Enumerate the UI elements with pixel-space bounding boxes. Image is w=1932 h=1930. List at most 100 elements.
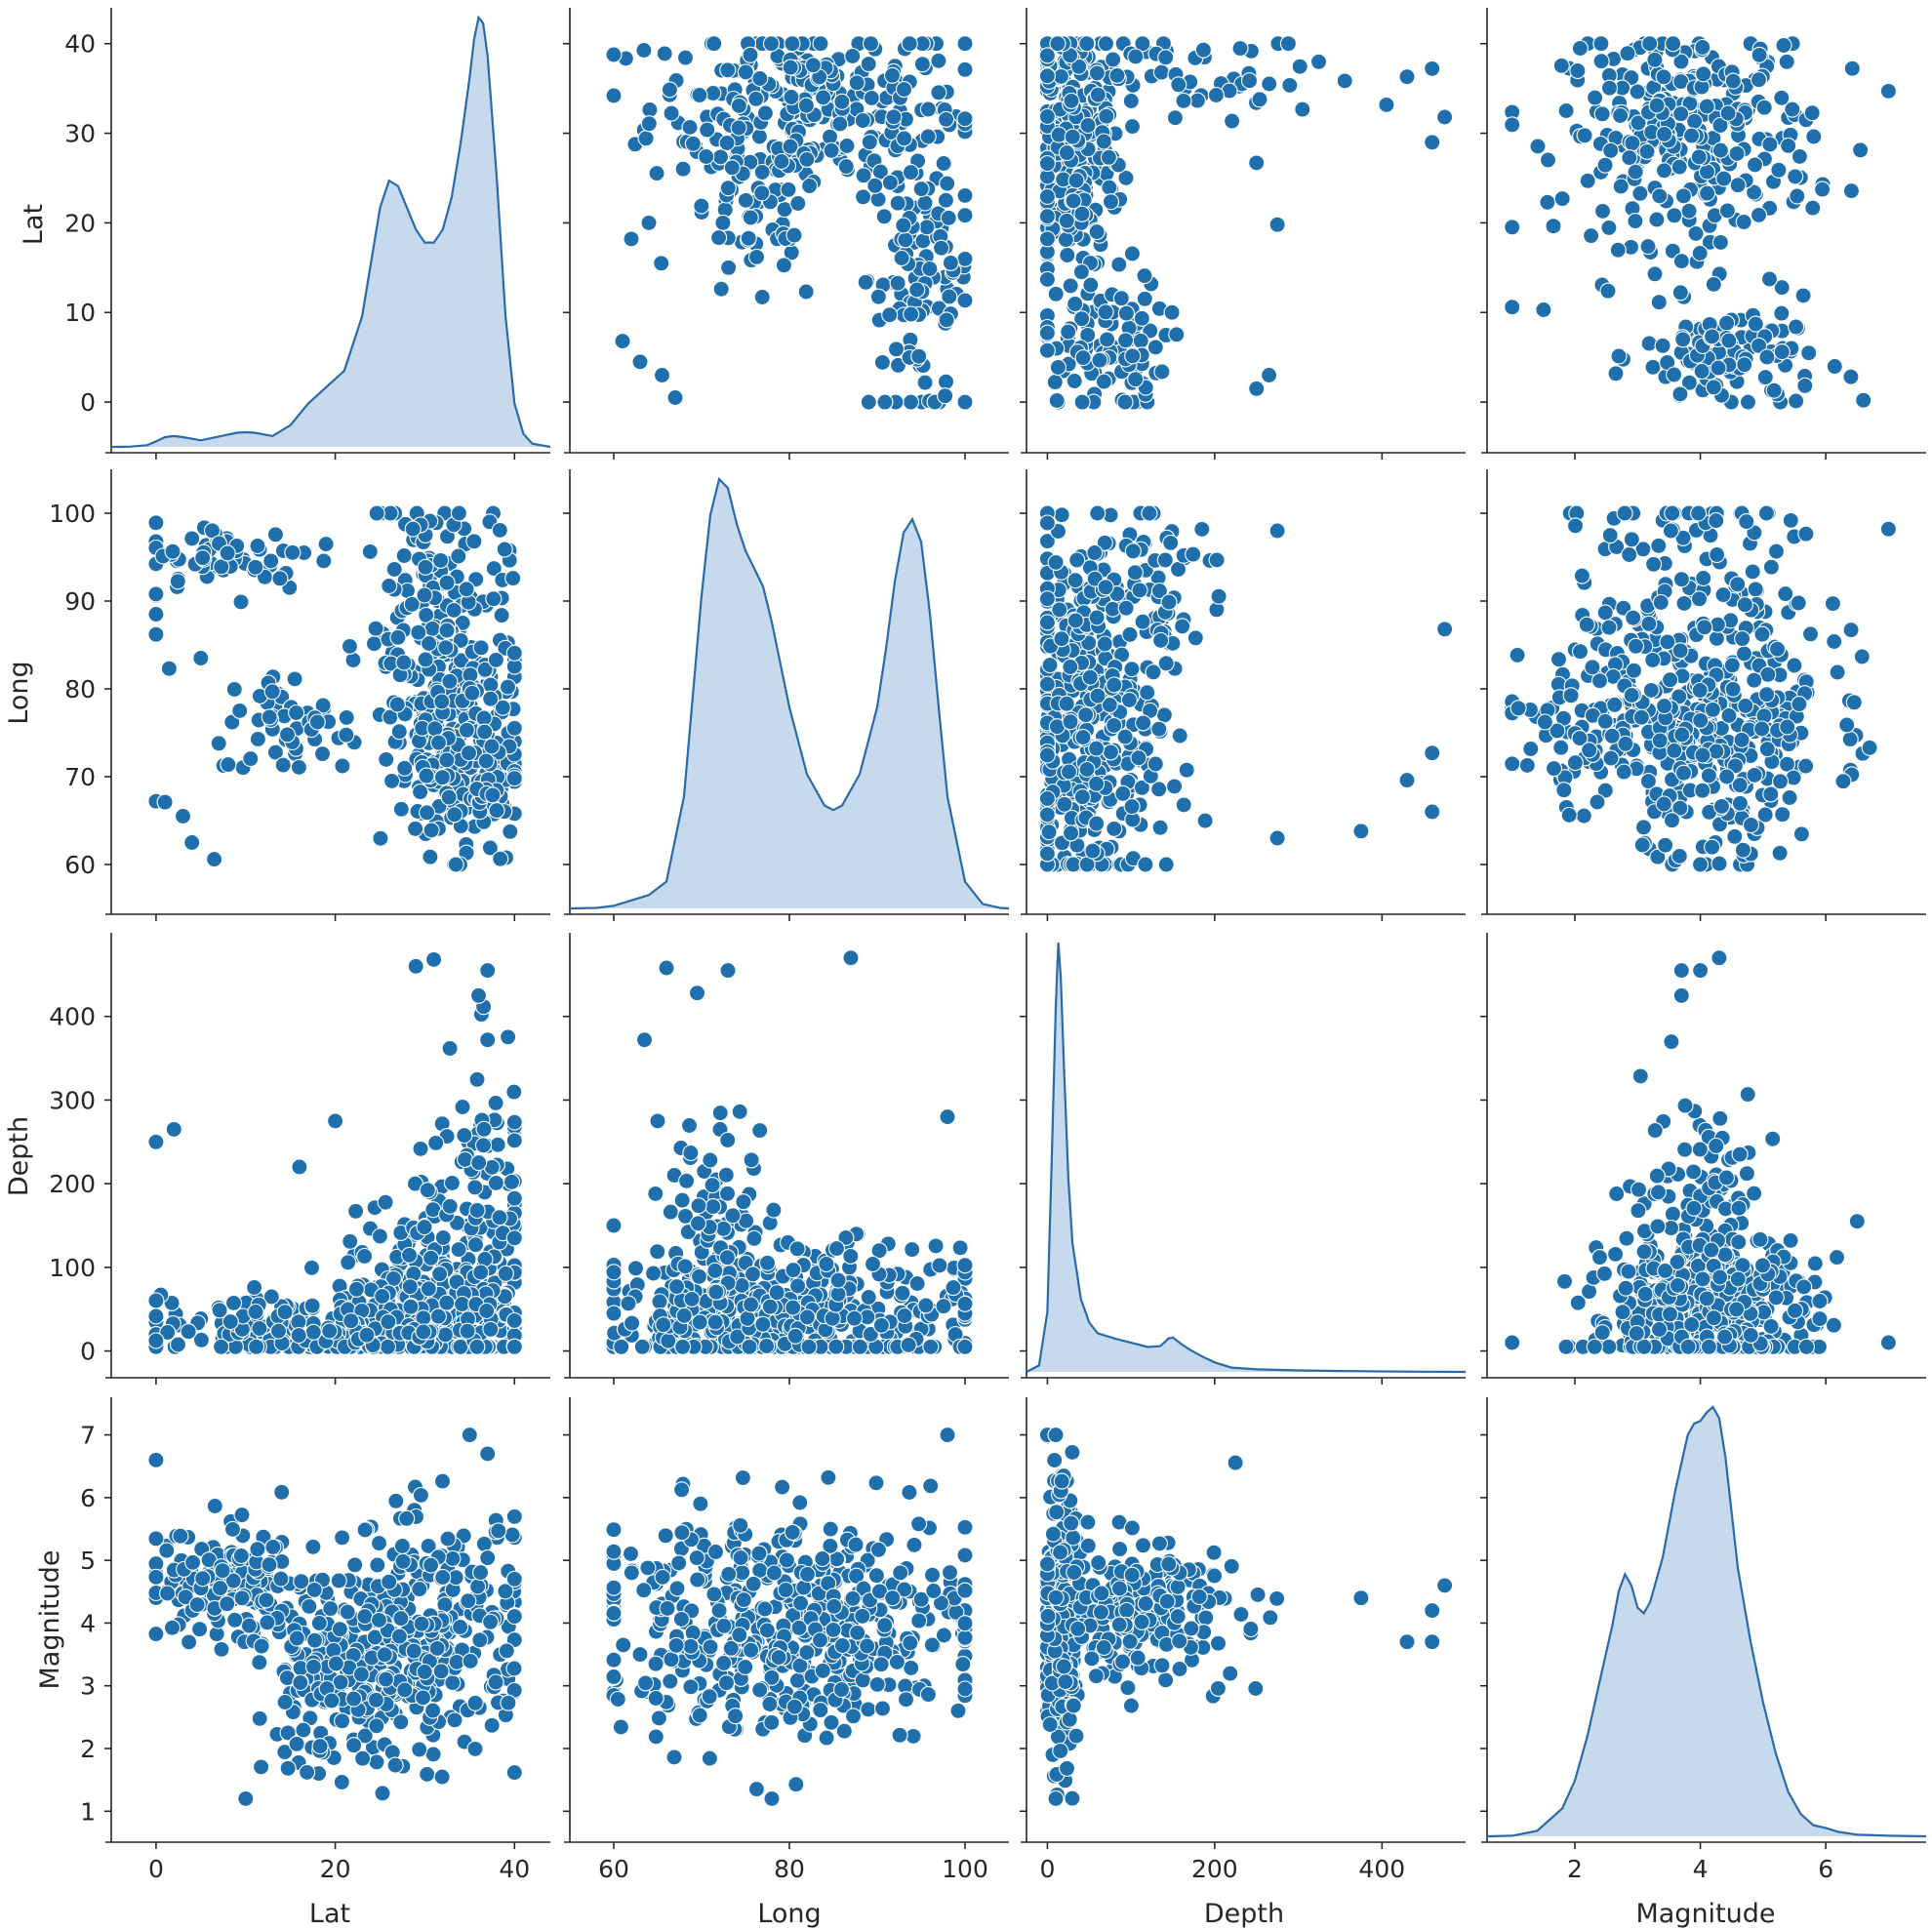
- scatter-point: [454, 1098, 471, 1116]
- scatter-point: [1729, 576, 1747, 593]
- scatter-point: [653, 255, 670, 272]
- scatter-point: [889, 274, 906, 292]
- scatter-point: [1571, 643, 1590, 661]
- scatter-point: [1630, 1202, 1647, 1220]
- scatter-point: [1187, 629, 1204, 647]
- scatter-point: [1720, 706, 1738, 725]
- scatter-point: [1084, 842, 1102, 860]
- scatter-point: [1625, 662, 1643, 679]
- scatter-point: [487, 651, 504, 668]
- scatter-point: [1758, 348, 1776, 366]
- scatter-point: [1852, 141, 1870, 159]
- scatter-point: [860, 56, 877, 73]
- scatter-point: [380, 1313, 397, 1331]
- scatter-point: [827, 1338, 845, 1355]
- scatter-point: [1136, 267, 1153, 285]
- scatter-point: [1636, 1285, 1654, 1303]
- scatter-point: [1657, 836, 1674, 854]
- scatter-point: [1804, 199, 1822, 217]
- scatter-point: [1601, 527, 1619, 544]
- scatter-point: [883, 66, 902, 84]
- scatter-point: [1672, 53, 1690, 70]
- scatter-point: [798, 1308, 816, 1326]
- scatter-point: [194, 549, 212, 567]
- scatter-point: [248, 1338, 265, 1355]
- scatter-point: [1593, 105, 1611, 123]
- scatter-point: [505, 1311, 523, 1330]
- scatter-point: [191, 1621, 209, 1638]
- scatter-point: [851, 1338, 868, 1355]
- scatter-point: [1666, 742, 1683, 759]
- scatter-point: [315, 552, 333, 570]
- scatter-point: [1674, 187, 1692, 205]
- scatter-point: [730, 119, 747, 137]
- scatter-point: [505, 1229, 523, 1247]
- scatter-point: [691, 86, 708, 104]
- scatter-point: [1746, 156, 1764, 174]
- scatter-point: [466, 1694, 484, 1711]
- scatter-point: [1607, 365, 1625, 382]
- scatter-point: [505, 1608, 523, 1626]
- scatter-point: [342, 1232, 359, 1250]
- scatter-point: [797, 97, 815, 114]
- scatter-point: [1509, 700, 1527, 717]
- scatter-point: [1669, 1276, 1686, 1294]
- scatter-point: [1765, 382, 1783, 399]
- scatter-point: [782, 138, 799, 155]
- scatter-point: [494, 699, 511, 716]
- scatter-point: [848, 74, 865, 92]
- scatter-point: [1552, 739, 1570, 756]
- scatter-point: [1736, 356, 1753, 374]
- scatter-point: [505, 1083, 523, 1101]
- scatter-point: [1089, 86, 1107, 103]
- scatter-point: [404, 520, 422, 538]
- scatter-point: [1616, 504, 1633, 522]
- scatter-point: [1610, 347, 1628, 365]
- scatter-point: [673, 1191, 691, 1209]
- scatter-point: [1078, 760, 1096, 779]
- scatter-point: [1700, 1338, 1717, 1355]
- scatter-point: [719, 962, 737, 980]
- scatter-point: [288, 704, 305, 722]
- scatter-point: [1595, 1265, 1613, 1282]
- scatter-point: [844, 47, 862, 65]
- scatter-point: [505, 1132, 523, 1149]
- scatter-point: [1398, 68, 1416, 86]
- scatter-point: [1081, 668, 1099, 686]
- scatter-point: [869, 190, 887, 208]
- scatter-point: [1845, 694, 1863, 711]
- scatter-point: [374, 1785, 391, 1802]
- scatter-point: [169, 573, 186, 590]
- scatter-point: [1593, 202, 1612, 220]
- scatter-point: [242, 750, 260, 768]
- scatter-point: [939, 175, 956, 192]
- scatter-point: [206, 1497, 223, 1515]
- scatter-point: [1742, 1326, 1759, 1344]
- scatter-point: [378, 750, 395, 768]
- scatter-point: [1642, 681, 1660, 699]
- panel-lat-vs-depth: [1020, 8, 1466, 460]
- scatter-point: [1797, 757, 1815, 775]
- scatter-point: [1157, 49, 1175, 66]
- scatter-point: [417, 558, 434, 576]
- scatter-point: [1782, 1231, 1799, 1249]
- scatter-point: [504, 570, 522, 587]
- scatter-point: [789, 1277, 807, 1295]
- scatter-point: [1589, 793, 1606, 811]
- scatter-point: [183, 833, 201, 852]
- scatter-point: [1750, 206, 1768, 223]
- scatter-point: [1600, 619, 1618, 636]
- scatter-point: [1670, 847, 1688, 864]
- scatter-point: [1065, 192, 1082, 210]
- scatter-point: [213, 1338, 230, 1355]
- scatter-point: [1060, 763, 1078, 781]
- scatter-point: [346, 1556, 364, 1574]
- scatter-point: [812, 35, 829, 53]
- scatter-point: [785, 1262, 802, 1279]
- scatter-point: [1676, 1141, 1694, 1158]
- scatter-point: [183, 530, 201, 547]
- scatter-point: [690, 1197, 707, 1215]
- scatter-point: [441, 1197, 459, 1215]
- scatter-point: [857, 273, 874, 291]
- scatter-point: [468, 1201, 486, 1220]
